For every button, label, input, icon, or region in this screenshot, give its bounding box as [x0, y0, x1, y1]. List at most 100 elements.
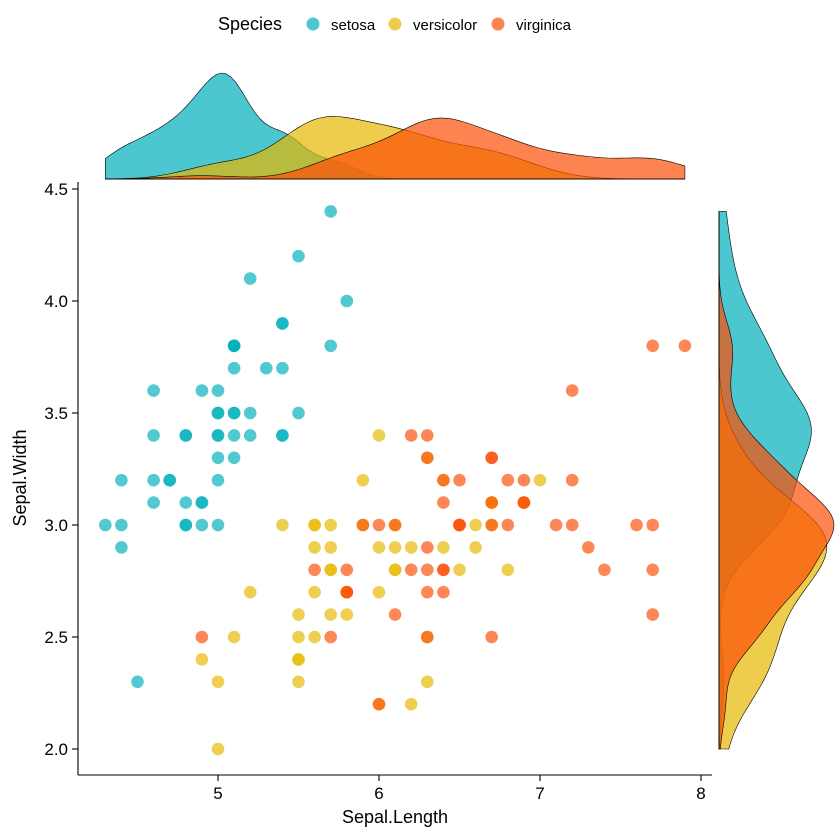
- point-setosa: [163, 473, 176, 487]
- point-virginica: [324, 630, 338, 644]
- point-virginica: [340, 563, 354, 577]
- point-virginica: [485, 630, 499, 644]
- point-virginica: [421, 585, 434, 599]
- point-versicolor: [211, 675, 225, 689]
- point-setosa: [211, 451, 225, 465]
- point-setosa: [147, 429, 160, 442]
- point-versicolor: [324, 541, 338, 554]
- top-marginal-density: [105, 72, 686, 180]
- point-virginica: [565, 384, 579, 397]
- legend-label-versicolor: versicolor: [413, 17, 477, 34]
- point-virginica: [421, 563, 434, 577]
- point-setosa: [115, 518, 128, 532]
- point-setosa: [227, 361, 241, 375]
- legend-item-versicolor: versicolor: [388, 17, 477, 34]
- point-virginica: [388, 608, 402, 621]
- point-versicolor: [292, 630, 305, 644]
- legend-label-virginica: virginica: [516, 17, 572, 34]
- point-setosa: [195, 384, 209, 397]
- point-virginica: [308, 563, 321, 577]
- right-marginal-density: [718, 211, 835, 750]
- point-virginica: [453, 518, 466, 532]
- x-tick-label: 8: [696, 784, 705, 803]
- point-versicolor: [324, 518, 338, 532]
- point-versicolor: [195, 653, 209, 666]
- point-setosa: [179, 429, 193, 442]
- point-versicolor: [324, 608, 338, 621]
- point-versicolor: [324, 563, 338, 577]
- point-virginica: [421, 541, 434, 554]
- point-setosa: [211, 406, 225, 420]
- point-versicolor: [421, 675, 434, 689]
- point-virginica: [388, 518, 402, 532]
- point-versicolor: [308, 518, 321, 532]
- point-virginica: [630, 518, 643, 532]
- y-ticks: 2.0 2.5 3.0 3.5 4.0 4.5: [44, 180, 78, 759]
- point-setosa: [276, 429, 289, 442]
- point-setosa: [211, 518, 225, 532]
- x-tick-label: 6: [374, 784, 383, 803]
- point-virginica: [565, 518, 579, 532]
- y-tick-label: 3.5: [44, 404, 68, 423]
- point-virginica: [485, 518, 499, 532]
- point-virginica: [485, 451, 499, 465]
- point-virginica: [646, 608, 659, 621]
- point-setosa: [227, 339, 241, 353]
- point-virginica: [565, 473, 579, 487]
- right-density-virginica: [718, 211, 835, 750]
- point-versicolor: [356, 473, 370, 487]
- point-setosa: [147, 384, 160, 397]
- point-versicolor: [453, 563, 466, 577]
- point-virginica: [517, 496, 531, 509]
- y-tick-label: 2.5: [44, 628, 68, 647]
- point-setosa: [243, 272, 257, 285]
- point-versicolor: [211, 742, 225, 756]
- x-tick-label: 7: [535, 784, 544, 803]
- axes: 5 6 7 8 2.0 2.5 3.0 3.5 4.0 4.5: [44, 180, 712, 803]
- point-setosa: [292, 249, 305, 263]
- point-virginica: [646, 518, 659, 532]
- point-virginica: [372, 518, 386, 532]
- y-axis-title: Sepal.Width: [10, 429, 30, 526]
- point-versicolor: [227, 630, 241, 644]
- point-setosa: [260, 361, 273, 375]
- point-versicolor: [533, 473, 547, 487]
- legend: Species setosa versicolor virginica: [218, 14, 572, 34]
- y-tick-label: 4.5: [44, 180, 68, 199]
- point-setosa: [227, 451, 241, 465]
- point-virginica: [404, 563, 418, 577]
- point-virginica: [678, 339, 692, 353]
- point-virginica: [421, 451, 434, 465]
- point-setosa: [276, 361, 289, 375]
- point-versicolor: [292, 608, 305, 621]
- point-virginica: [421, 429, 434, 442]
- point-versicolor: [372, 585, 386, 599]
- point-versicolor: [276, 518, 289, 532]
- point-virginica: [340, 585, 354, 599]
- point-virginica: [646, 563, 659, 577]
- point-versicolor: [388, 541, 402, 554]
- legend-swatch-virginica: [491, 17, 505, 31]
- point-setosa: [227, 429, 241, 442]
- point-setosa: [131, 675, 144, 689]
- point-virginica: [372, 697, 386, 711]
- point-setosa: [243, 406, 257, 420]
- point-versicolor: [340, 608, 354, 621]
- point-virginica: [437, 585, 450, 599]
- point-versicolor: [388, 563, 402, 577]
- point-versicolor: [469, 518, 482, 532]
- y-tick-label: 3.0: [44, 516, 68, 535]
- point-setosa: [179, 518, 193, 532]
- point-virginica: [421, 630, 434, 644]
- point-versicolor: [501, 563, 515, 577]
- point-virginica: [356, 518, 370, 532]
- legend-title: Species: [218, 14, 282, 34]
- point-virginica: [517, 473, 531, 487]
- point-setosa: [211, 473, 225, 487]
- y-tick-label: 2.0: [44, 740, 68, 759]
- top-density-virginica: [105, 117, 686, 180]
- point-virginica: [598, 563, 611, 577]
- point-virginica: [195, 630, 209, 644]
- point-setosa: [195, 518, 209, 532]
